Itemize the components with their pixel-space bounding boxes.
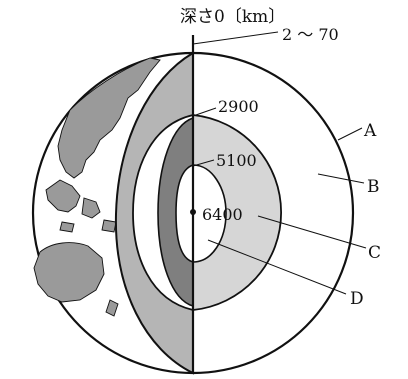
- depth-crust-label: 2 ～ 70: [282, 25, 339, 44]
- island-new-zealand: [105, 299, 119, 317]
- island-c: [59, 221, 75, 233]
- depth-center-label: 6400: [202, 205, 243, 224]
- layer-d-label: D: [350, 289, 364, 309]
- leader-d: [207, 239, 347, 295]
- layer-b-label: B: [367, 177, 380, 197]
- leader-a: [337, 127, 363, 141]
- layer-c-label: C: [368, 243, 381, 263]
- leader-crust: [192, 31, 279, 45]
- depth-mantle-label: 2900: [218, 97, 259, 116]
- leader-2900: [192, 107, 217, 117]
- layer-a-label: A: [363, 121, 377, 141]
- outer-core-disk: [192, 114, 282, 311]
- leader-b: [317, 173, 365, 184]
- depth-title-label: 深さ0〔km〕: [180, 7, 285, 27]
- continent-asia: [57, 57, 161, 179]
- leader-c: [257, 215, 367, 249]
- leader-5100: [192, 159, 215, 167]
- leader-lines: [192, 31, 367, 295]
- island-a: [81, 197, 101, 219]
- island-b: [101, 219, 117, 233]
- continent-southeast-asia: [45, 179, 81, 213]
- depth-outer-core-label: 5100: [216, 151, 257, 170]
- continent-australia: [33, 242, 105, 303]
- center-dot: [190, 209, 196, 215]
- continents: [33, 57, 161, 317]
